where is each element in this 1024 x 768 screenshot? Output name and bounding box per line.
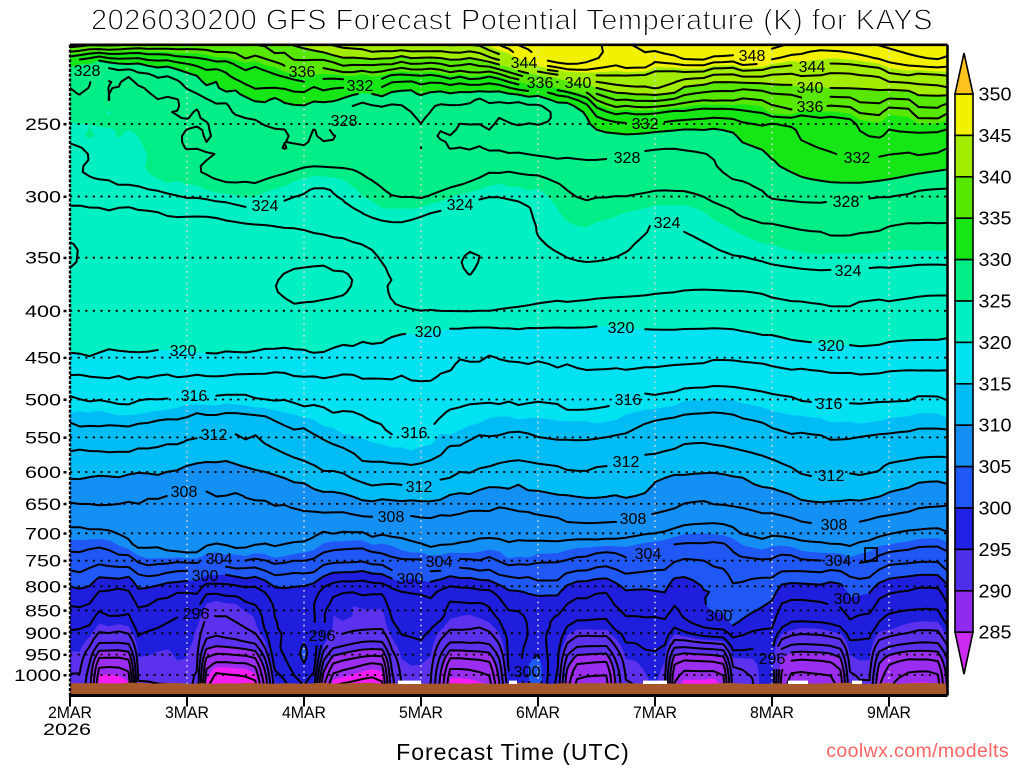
svg-text:340: 340 — [797, 80, 824, 97]
svg-text:320: 320 — [979, 333, 1012, 353]
svg-text:750: 750 — [25, 552, 61, 571]
svg-text:328: 328 — [331, 113, 358, 130]
svg-text:2MAR: 2MAR — [48, 703, 92, 722]
svg-text:700: 700 — [25, 524, 61, 543]
svg-text:320: 320 — [170, 343, 197, 360]
svg-text:295: 295 — [979, 540, 1012, 560]
svg-text:312: 312 — [406, 479, 433, 496]
svg-text:304: 304 — [635, 546, 662, 563]
svg-text:348: 348 — [739, 48, 766, 65]
svg-text:325: 325 — [979, 292, 1012, 312]
svg-text:324: 324 — [252, 198, 279, 215]
svg-text:300: 300 — [192, 568, 219, 585]
svg-text:316: 316 — [816, 396, 843, 413]
svg-text:350: 350 — [25, 249, 61, 268]
svg-text:304: 304 — [825, 553, 852, 570]
svg-text:350: 350 — [979, 85, 1012, 105]
svg-text:336: 336 — [527, 75, 554, 92]
svg-text:332: 332 — [844, 150, 871, 167]
svg-text:300: 300 — [979, 499, 1012, 519]
svg-text:290: 290 — [979, 581, 1012, 601]
svg-text:312: 312 — [818, 468, 845, 485]
svg-text:3MAR: 3MAR — [165, 703, 209, 722]
svg-text:7MAR: 7MAR — [633, 703, 677, 722]
svg-text:316: 316 — [615, 392, 642, 409]
svg-text:328: 328 — [614, 150, 641, 167]
svg-text:324: 324 — [447, 197, 474, 214]
svg-text:320: 320 — [818, 338, 845, 355]
svg-text:400: 400 — [25, 302, 61, 321]
svg-text:2026: 2026 — [43, 720, 91, 739]
svg-text:300: 300 — [514, 664, 541, 681]
svg-text:308: 308 — [821, 517, 848, 534]
svg-text:305: 305 — [979, 457, 1012, 477]
svg-text:2026030200 GFS Forecast Potent: 2026030200 GFS Forecast Potential Temper… — [91, 5, 933, 37]
svg-text:300: 300 — [25, 188, 61, 207]
svg-text:650: 650 — [25, 495, 61, 514]
svg-text:308: 308 — [620, 511, 647, 528]
svg-text:300: 300 — [397, 571, 424, 588]
svg-text:296: 296 — [183, 606, 210, 623]
svg-text:304: 304 — [426, 554, 453, 571]
svg-text:340: 340 — [979, 167, 1012, 187]
svg-text:344: 344 — [799, 59, 826, 76]
svg-text:950: 950 — [25, 646, 61, 665]
svg-text:285: 285 — [979, 623, 1012, 643]
svg-text:328: 328 — [74, 63, 101, 80]
svg-text:315: 315 — [979, 374, 1012, 394]
svg-text:550: 550 — [25, 428, 61, 447]
svg-text:336: 336 — [797, 99, 824, 116]
svg-text:300: 300 — [834, 591, 861, 608]
svg-text:324: 324 — [654, 215, 681, 232]
svg-text:312: 312 — [201, 427, 228, 444]
svg-text:Forecast Time (UTC): Forecast Time (UTC) — [396, 739, 630, 765]
svg-text:310: 310 — [979, 416, 1012, 436]
svg-text:320: 320 — [608, 320, 635, 337]
svg-text:800: 800 — [25, 577, 61, 596]
svg-text:296: 296 — [759, 651, 786, 668]
svg-text:312: 312 — [613, 454, 640, 471]
svg-text:500: 500 — [25, 391, 61, 410]
svg-text:316: 316 — [181, 388, 208, 405]
svg-text:336: 336 — [289, 64, 316, 81]
svg-text:8MAR: 8MAR — [750, 703, 794, 722]
svg-text:1000: 1000 — [14, 666, 61, 685]
svg-text:330: 330 — [979, 250, 1012, 270]
svg-text:5MAR: 5MAR — [399, 703, 443, 722]
svg-text:250: 250 — [25, 115, 61, 134]
svg-text:344: 344 — [511, 55, 538, 72]
svg-text:324: 324 — [835, 263, 862, 280]
svg-text:9MAR: 9MAR — [867, 703, 911, 722]
svg-text:345: 345 — [979, 126, 1012, 146]
svg-text:340: 340 — [565, 75, 592, 92]
svg-text:335: 335 — [979, 209, 1012, 229]
svg-text:308: 308 — [171, 484, 198, 501]
svg-text:coolwx.com/modelts: coolwx.com/modelts — [826, 740, 1009, 762]
svg-text:328: 328 — [833, 194, 860, 211]
svg-text:308: 308 — [378, 509, 405, 526]
svg-text:304: 304 — [206, 551, 233, 568]
svg-text:900: 900 — [25, 624, 61, 643]
svg-text:332: 332 — [347, 78, 374, 95]
svg-text:300: 300 — [706, 608, 733, 625]
svg-text:600: 600 — [25, 463, 61, 482]
svg-text:4MAR: 4MAR — [282, 703, 326, 722]
svg-text:332: 332 — [632, 116, 659, 133]
svg-text:316: 316 — [401, 425, 428, 442]
svg-text:450: 450 — [25, 349, 61, 368]
svg-text:320: 320 — [415, 324, 442, 341]
svg-text:6MAR: 6MAR — [516, 703, 560, 722]
svg-text:850: 850 — [25, 601, 61, 620]
svg-text:296: 296 — [309, 628, 336, 645]
